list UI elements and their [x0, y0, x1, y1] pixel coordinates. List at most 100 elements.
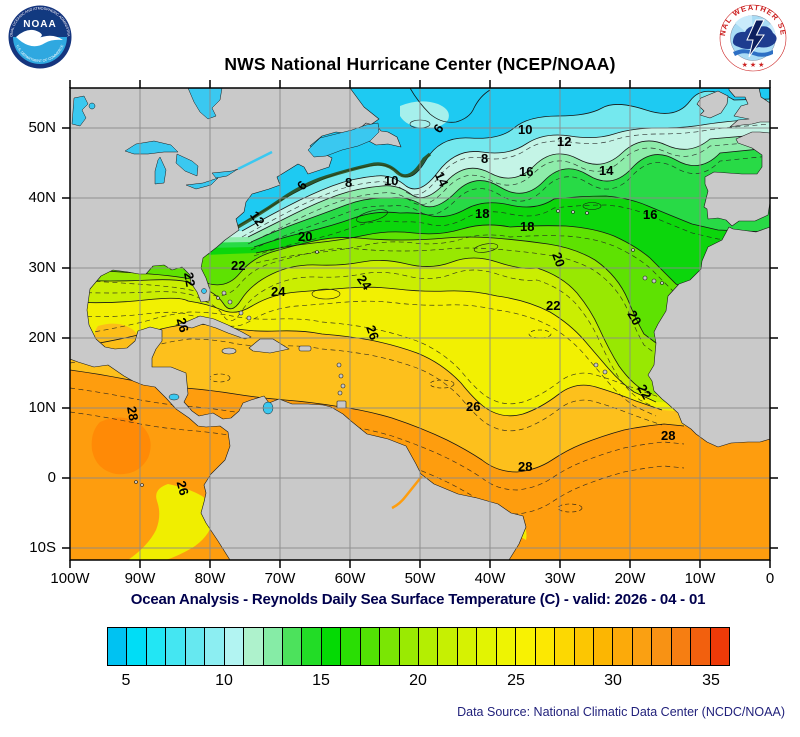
colorbar-cell — [593, 628, 614, 665]
contour-label: 8 — [481, 151, 488, 166]
gulf-st-lawrence — [307, 122, 380, 158]
lake-ontario — [211, 168, 239, 179]
contour-label: 14 — [599, 163, 614, 178]
y-tick-label: 40N — [28, 189, 56, 206]
colorbar-cell — [477, 628, 497, 665]
contour-label: 20 — [298, 229, 312, 244]
colorbar-cell — [108, 628, 128, 665]
contour-label: 12 — [557, 134, 571, 149]
contour-label: 14 — [432, 169, 452, 189]
hispaniola — [248, 338, 290, 354]
bermuda — [315, 250, 319, 254]
x-tick-label: 20W — [614, 570, 646, 587]
colorbar-cell — [341, 628, 361, 665]
x-tick-label: 30W — [544, 570, 576, 587]
contour-label: 8 — [345, 175, 352, 190]
y-tick-label: 10N — [28, 399, 56, 416]
colorbar-cell — [205, 628, 225, 665]
x-tick-label: 80W — [194, 570, 226, 587]
contour-label: 22 — [231, 258, 245, 273]
x-tick-label: 60W — [334, 570, 366, 587]
colorbar-cell — [244, 628, 264, 665]
jamaica — [221, 347, 237, 355]
noaa-logo-text: NOAA — [23, 19, 56, 30]
st-lawrence-river — [237, 150, 273, 171]
colorbar-cell — [574, 628, 594, 665]
y-tick-label: 0 — [47, 469, 56, 486]
x-tick-label: 100W — [50, 570, 90, 587]
contour-label: 22 — [634, 382, 654, 402]
colorbar-cell — [282, 628, 303, 665]
x-tick-label: 10W — [684, 570, 716, 587]
puerto-rico — [298, 345, 312, 352]
contour-label: 22 — [546, 298, 560, 313]
contour-label: 22 — [181, 271, 198, 288]
contour-label: 24 — [271, 284, 286, 299]
contour-label: 28 — [124, 405, 141, 422]
inland-water — [71, 88, 380, 415]
contour-label: 16 — [643, 207, 657, 222]
colorbar-cell — [710, 628, 729, 665]
noaa-logo-icon: NOAA NATIONAL OCEANIC AND ATMOSPHERIC AD… — [8, 5, 72, 69]
contour-label: 18 — [475, 206, 489, 221]
contour-label: 20 — [549, 250, 568, 269]
colorbar-cell — [438, 628, 458, 665]
nws-wave — [733, 49, 773, 57]
colorbar-cell — [224, 628, 245, 665]
pacific-cold-tongue — [128, 484, 214, 560]
lake-okeechobee — [201, 288, 207, 294]
colorbar-cell — [613, 628, 633, 665]
americas-landmass — [70, 88, 527, 560]
contour-label: 18 — [520, 219, 534, 234]
x-tick-label: 90W — [124, 570, 156, 587]
colorbar-tick-label: 20 — [409, 672, 427, 689]
contour-label: 26 — [363, 323, 382, 342]
map-content: 6 10 12 8 16 14 6 8 10 14 16 18 18 12 20… — [70, 88, 770, 560]
y-tick-label: 10S — [29, 539, 56, 556]
britain — [728, 88, 770, 128]
lake-winnipeg — [71, 95, 89, 127]
colorbar-tick-label: 15 — [312, 672, 330, 689]
contour-label: 26 — [466, 399, 480, 414]
contour-label: 20 — [624, 308, 644, 328]
amazon-river — [391, 475, 423, 510]
colorbar-tick-label: 5 — [121, 672, 131, 689]
y-tick-label: 50N — [28, 119, 56, 136]
trinidad — [336, 400, 347, 409]
x-tick-label: 50W — [404, 570, 436, 587]
x-tick-label: 70W — [264, 570, 296, 587]
lake-huron — [175, 153, 199, 177]
colorbar-tick-label: 35 — [702, 672, 720, 689]
colorbar-cell — [399, 628, 419, 665]
lake-michigan — [154, 156, 167, 185]
colorbar — [107, 627, 730, 666]
contour-label: 26 — [174, 479, 192, 497]
land-masses — [70, 88, 770, 560]
colorbar-cell — [496, 628, 517, 665]
colorbar-cell — [263, 628, 283, 665]
colorbar-tick-label: 10 — [215, 672, 233, 689]
colorbar-cell — [419, 628, 439, 665]
contour-labels: 6 10 12 8 16 14 6 8 10 14 16 18 18 12 20… — [124, 121, 675, 497]
page-title: NWS National Hurricane Center (NCEP/NOAA… — [224, 54, 616, 74]
colorbar-cell — [457, 628, 478, 665]
contour-label: 10 — [518, 122, 532, 137]
africa — [647, 226, 770, 448]
france-iberia — [703, 131, 770, 227]
colorbar-cell — [535, 628, 556, 665]
colorbar-cell — [671, 628, 692, 665]
colorbar-cell — [380, 628, 400, 665]
lake-nicaragua — [168, 393, 180, 401]
colorbar-cell — [146, 628, 167, 665]
colorbar-cell — [166, 628, 186, 665]
graticule-grid — [70, 88, 770, 560]
colorbar-cell — [652, 628, 672, 665]
colorbar-cell — [321, 628, 342, 665]
contour-label: 28 — [518, 459, 532, 474]
contour-label: 28 — [661, 428, 675, 443]
axis-ticks — [62, 80, 778, 568]
james-bay — [187, 88, 223, 120]
nws-stars: ★ ★ ★ — [742, 61, 765, 69]
contour-label: 16 — [519, 164, 533, 179]
